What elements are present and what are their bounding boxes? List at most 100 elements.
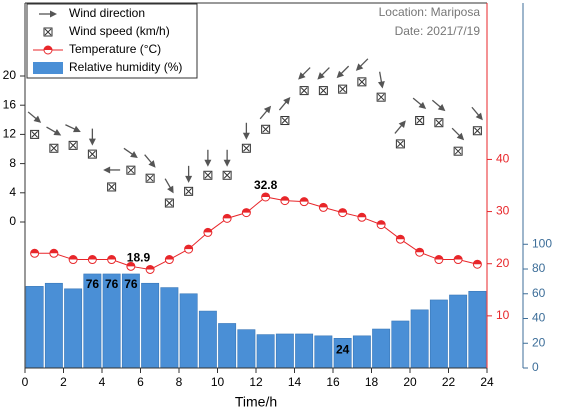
arrow-head <box>148 160 156 168</box>
arrow-head <box>50 10 57 18</box>
wind-direction-arrow <box>377 71 385 89</box>
marker-half <box>280 196 289 201</box>
y-tick-label: 12 <box>3 127 17 141</box>
humidity-bar <box>198 310 217 369</box>
arrow-head <box>283 97 291 105</box>
marker-cross <box>243 144 250 152</box>
marker-cross <box>262 125 269 133</box>
humidity-bar <box>429 299 448 369</box>
wind-direction-arrow <box>278 97 291 111</box>
humidity-bar <box>372 328 391 369</box>
temperature-line <box>34 196 478 270</box>
humidity-bar <box>218 323 237 369</box>
wind-direction-arrow <box>471 106 483 121</box>
x-tick-label: 8 <box>176 375 183 389</box>
temperature-marker <box>472 259 482 269</box>
wind-speed-marker <box>338 84 348 94</box>
arrow-head <box>103 166 111 174</box>
y2-tick-label: 40 <box>496 152 510 166</box>
legend-item: Wind speed (km/h) <box>43 24 170 38</box>
marker-half <box>69 255 78 260</box>
humidity-bar <box>256 334 275 369</box>
x-tick-label: 0 <box>22 375 29 389</box>
arrow-head <box>53 128 62 136</box>
y2-tick-label: 20 <box>496 256 510 270</box>
wind-direction-arrow <box>451 127 465 141</box>
wind-speed-marker <box>87 149 97 159</box>
marker-half <box>396 235 405 240</box>
marker-half <box>203 228 212 233</box>
wind-speed-marker <box>203 170 213 180</box>
marker-cross <box>108 183 115 191</box>
marker-cross <box>377 93 385 101</box>
marker-half <box>357 213 366 218</box>
wind-direction-arrow <box>317 67 330 80</box>
y3-tick-label: 40 <box>532 311 546 325</box>
marker-half <box>261 192 270 197</box>
wind-speed-marker <box>318 86 328 96</box>
marker-cross <box>397 140 404 148</box>
humidity-bar <box>275 333 294 369</box>
arrow-head <box>336 70 345 79</box>
wind-direction-arrow <box>223 149 231 167</box>
humidity-bar <box>468 290 487 369</box>
wind-speed-marker <box>107 182 117 192</box>
temperature-marker <box>434 255 444 265</box>
temperature-marker <box>222 213 232 223</box>
marker-half <box>319 203 328 208</box>
y3-tick-label: 20 <box>532 335 546 349</box>
wind-direction-arrow <box>412 97 427 109</box>
x-tick-label: 6 <box>137 375 144 389</box>
legend-label: Temperature (°C) <box>69 42 161 56</box>
legend: Wind direction Wind speed (km/h) Temperatu… <box>26 3 198 79</box>
wind-direction-arrow <box>65 124 81 133</box>
marker-cross <box>185 187 192 195</box>
wind-direction-arrow <box>355 58 369 71</box>
wind-direction-arrow <box>164 178 174 194</box>
x-tick-label: 20 <box>403 375 417 389</box>
arrow-head <box>242 132 250 140</box>
data-label: 76 <box>124 277 138 291</box>
arrow-head <box>317 72 325 80</box>
wind-speed-marker <box>241 143 251 153</box>
wind-direction-arrow <box>123 147 138 159</box>
marker-cross <box>223 171 231 179</box>
marker-half <box>242 208 251 213</box>
data-label: 24 <box>336 342 350 356</box>
wind-speed-marker <box>280 116 290 126</box>
marker-half <box>165 255 174 260</box>
y-tick-label: 4 <box>9 185 16 199</box>
marker-half <box>377 220 386 225</box>
wind-direction-arrow <box>204 149 212 167</box>
humidity-bar <box>44 282 63 369</box>
marker-half <box>454 255 463 260</box>
wind-direction-arrow <box>259 105 272 120</box>
y-tick-label: 20 <box>3 68 17 82</box>
marker-half <box>434 255 443 260</box>
marker-half <box>30 249 39 254</box>
arrow-head <box>398 120 406 128</box>
arrow-head <box>185 175 193 183</box>
y3-tick-label: 0 <box>532 360 539 374</box>
wind-speed-marker <box>472 126 482 136</box>
humidity-bar <box>352 335 371 369</box>
y3-tick-label: 80 <box>532 261 546 275</box>
marker-half <box>338 208 347 213</box>
marker-cross <box>435 119 443 127</box>
wind-speed-marker <box>415 116 425 126</box>
marker-cross <box>50 144 58 152</box>
arrow-head <box>456 132 465 141</box>
y-tick-label: 16 <box>3 97 17 111</box>
marker-cross <box>416 117 423 124</box>
temperature-marker <box>49 248 59 258</box>
x-tick-label: 2 <box>60 375 67 389</box>
humidity-bar <box>179 293 198 369</box>
legend-half <box>44 46 52 50</box>
arrow-head <box>130 151 138 159</box>
wind-direction-arrow <box>46 126 62 136</box>
arrow-head <box>298 72 306 80</box>
legend-cross <box>44 28 52 36</box>
marker-half <box>184 245 193 250</box>
annotation: Date: 2021/7/19 <box>395 24 481 38</box>
